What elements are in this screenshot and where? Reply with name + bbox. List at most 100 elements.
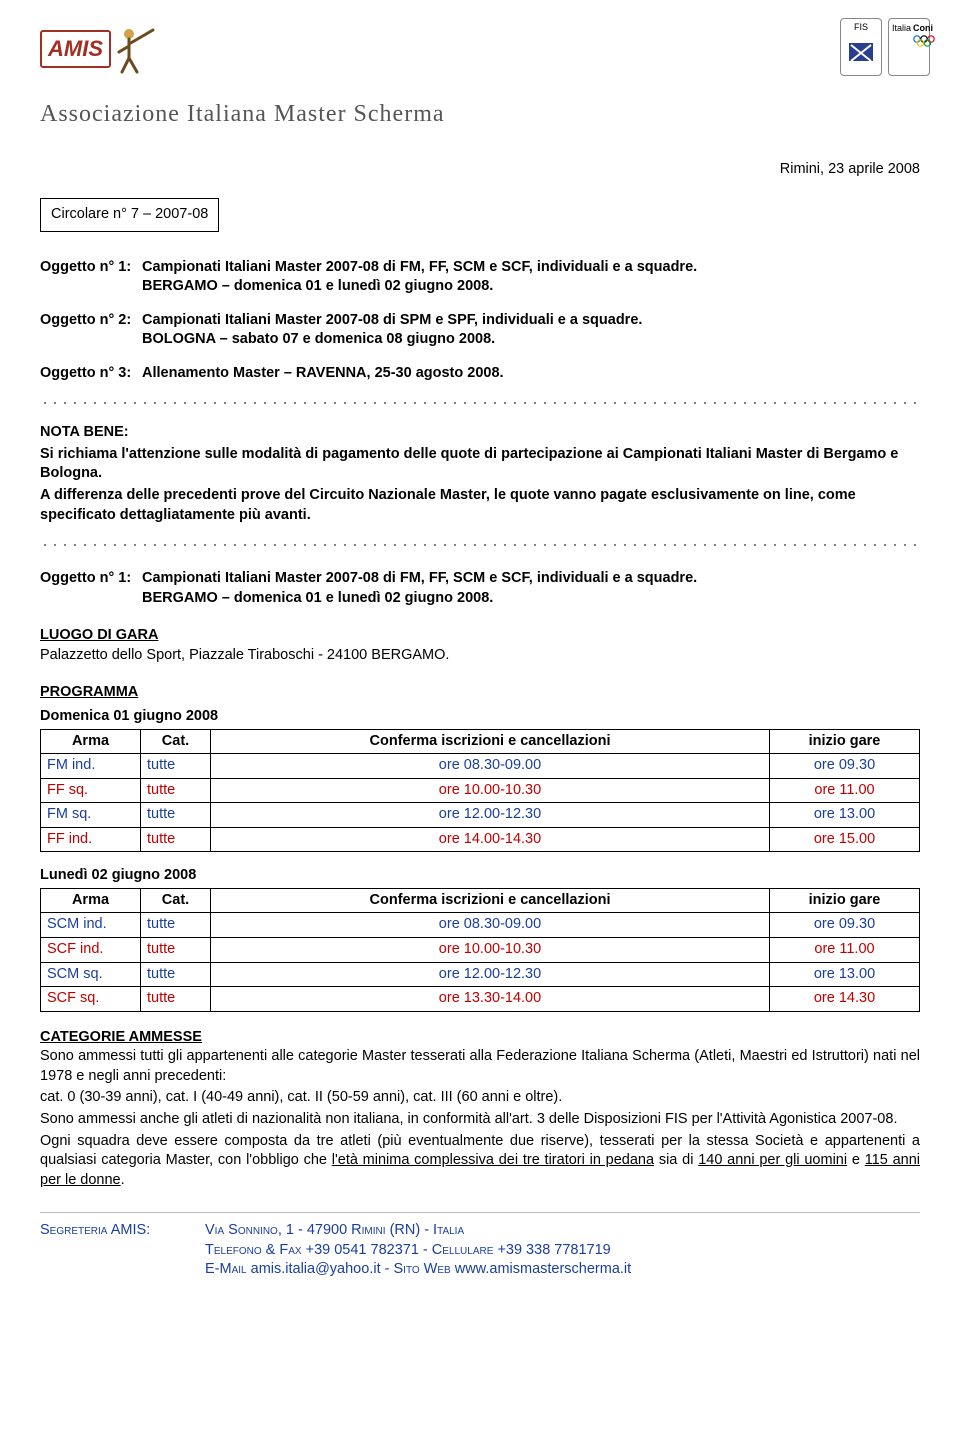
cat-p1: Sono ammessi tutti gli appartenenti alle… xyxy=(40,1047,920,1086)
schedule-cell: SCF ind. xyxy=(41,938,141,963)
th-conf: Conferma iscrizioni e cancellazioni xyxy=(211,888,770,913)
dotted-separator xyxy=(40,541,920,549)
luogo-text: Palazzetto dello Sport, Piazzale Tirabos… xyxy=(40,646,920,666)
schedule-cell: ore 09.30 xyxy=(770,913,920,938)
schedule-cell: ore 13.00 xyxy=(770,803,920,828)
th-inizio: inizio gare xyxy=(770,729,920,754)
schedule-row: SCF sq.tutteore 13.30-14.00ore 14.30 xyxy=(41,987,920,1012)
schedule-cell: SCF sq. xyxy=(41,987,141,1012)
schedule-cell: SCM sq. xyxy=(41,962,141,987)
schedule-cell: tutte xyxy=(141,754,211,779)
schedule-cell: ore 13.00 xyxy=(770,962,920,987)
th-conf: Conferma iscrizioni e cancellazioni xyxy=(211,729,770,754)
schedule-cell: ore 08.30-09.00 xyxy=(211,754,770,779)
th-inizio: inizio gare xyxy=(770,888,920,913)
oggetto-line1: Campionati Italiani Master 2007-08 di FM… xyxy=(142,570,697,586)
header: AMIS FIS Italia Coni xyxy=(40,18,920,80)
programma-title: PROGRAMMA xyxy=(40,683,920,703)
schedule-cell: ore 14.00-14.30 xyxy=(211,827,770,852)
th-cat: Cat. xyxy=(141,729,211,754)
oggetto-label: Oggetto n° 1: xyxy=(40,569,142,608)
luogo-title: LUOGO DI GARA xyxy=(40,626,920,646)
footer-l1: Via Sonnino, 1 - 47900 Rimini (RN) - Ita… xyxy=(205,1222,464,1238)
dotted-separator xyxy=(40,399,920,407)
oggetto-label: Oggetto n° 1: xyxy=(40,258,142,297)
oggetto-body: Campionati Italiani Master 2007-08 di SP… xyxy=(142,311,920,350)
footer-site-link[interactable]: www.amismasterscherma.it xyxy=(455,1261,631,1277)
oggetto-1-repeat: Oggetto n° 1: Campionati Italiani Master… xyxy=(40,569,920,608)
schedule-row: SCF ind.tutteore 10.00-10.30ore 11.00 xyxy=(41,938,920,963)
schedule-cell: tutte xyxy=(141,778,211,803)
cat-p3: Sono ammessi anche gli atleti di naziona… xyxy=(40,1110,920,1130)
nota-bene-head: NOTA BENE: xyxy=(40,423,920,443)
amis-logo-text: AMIS xyxy=(40,30,111,68)
cat-p2: cat. 0 (30-39 anni), cat. I (40-49 anni)… xyxy=(40,1088,920,1108)
schedule-row: FM ind.tutteore 08.30-09.00ore 09.30 xyxy=(41,754,920,779)
th-arma: Arma xyxy=(41,888,141,913)
federation-logos: FIS Italia Coni xyxy=(840,18,930,76)
logo-amis: AMIS xyxy=(40,18,210,80)
italia-label: Italia xyxy=(892,23,911,33)
oggetto-label: Oggetto n° 3: xyxy=(40,364,142,384)
fencer-icon xyxy=(115,24,155,74)
th-cat: Cat. xyxy=(141,888,211,913)
schedule-cell: FM sq. xyxy=(41,803,141,828)
nota-bene: NOTA BENE: Si richiama l'attenzione sull… xyxy=(40,423,920,525)
schedule-cell: SCM ind. xyxy=(41,913,141,938)
schedule-cell: tutte xyxy=(141,938,211,963)
schedule-cell: ore 14.30 xyxy=(770,987,920,1012)
schedule-cell: tutte xyxy=(141,827,211,852)
schedule-cell: FF ind. xyxy=(41,827,141,852)
nota-bene-p1: Si richiama l'attenzione sulle modalità … xyxy=(40,445,920,484)
oggetto-line2: BERGAMO – domenica 01 e lunedì 02 giugno… xyxy=(142,590,493,606)
th-arma: Arma xyxy=(41,729,141,754)
olympic-rings-icon xyxy=(913,34,935,48)
oggetto-label: Oggetto n° 2: xyxy=(40,311,142,350)
fis-badge: FIS xyxy=(840,18,882,76)
day2-title: Lunedì 02 giugno 2008 xyxy=(40,866,920,886)
schedule-table-day2: Arma Cat. Conferma iscrizioni e cancella… xyxy=(40,888,920,1012)
oggetto-body: Campionati Italiani Master 2007-08 di FM… xyxy=(142,258,920,297)
oggetto-block: Oggetto n° 3:Allenamento Master – RAVENN… xyxy=(40,364,920,384)
schedule-cell: ore 11.00 xyxy=(770,778,920,803)
schedule-cell: tutte xyxy=(141,803,211,828)
schedule-row: SCM ind.tutteore 08.30-09.00ore 09.30 xyxy=(41,913,920,938)
coni-badge: Italia Coni xyxy=(888,18,930,76)
schedule-cell: ore 12.00-12.30 xyxy=(211,803,770,828)
circolare-box: Circolare n° 7 – 2007-08 xyxy=(40,198,219,232)
schedule-cell: tutte xyxy=(141,987,211,1012)
oggetto-block: Oggetto n° 1:Campionati Italiani Master … xyxy=(40,258,920,297)
day1-title: Domenica 01 giugno 2008 xyxy=(40,707,920,727)
oggetto-body: Allenamento Master – RAVENNA, 25-30 agos… xyxy=(142,364,920,384)
coni-label: Coni xyxy=(913,23,933,33)
schedule-cell: tutte xyxy=(141,962,211,987)
schedule-row: FF sq.tutteore 10.00-10.30ore 11.00 xyxy=(41,778,920,803)
oggetto-block: Oggetto n° 2:Campionati Italiani Master … xyxy=(40,311,920,350)
footer-separator xyxy=(40,1212,920,1213)
cat-p4: Ogni squadra deve essere composta da tre… xyxy=(40,1132,920,1191)
footer-email-link[interactable]: amis.italia@yahoo.it xyxy=(251,1261,381,1277)
schedule-table-day1: Arma Cat. Conferma iscrizioni e cancella… xyxy=(40,729,920,853)
date-line: Rimini, 23 aprile 2008 xyxy=(40,160,920,180)
footer-label: Segreteria AMIS: xyxy=(40,1221,205,1280)
schedule-row: FM sq.tutteore 12.00-12.30ore 13.00 xyxy=(41,803,920,828)
schedule-cell: ore 08.30-09.00 xyxy=(211,913,770,938)
schedule-cell: ore 12.00-12.30 xyxy=(211,962,770,987)
nota-bene-p2: A differenza delle precedenti prove del … xyxy=(40,486,920,525)
schedule-row: FF ind.tutteore 14.00-14.30ore 15.00 xyxy=(41,827,920,852)
categorie-title: CATEGORIE AMMESSE xyxy=(40,1028,920,1048)
schedule-cell: FF sq. xyxy=(41,778,141,803)
schedule-cell: ore 15.00 xyxy=(770,827,920,852)
schedule-row: SCM sq.tutteore 12.00-12.30ore 13.00 xyxy=(41,962,920,987)
schedule-cell: ore 13.30-14.00 xyxy=(211,987,770,1012)
schedule-cell: ore 09.30 xyxy=(770,754,920,779)
schedule-cell: ore 10.00-10.30 xyxy=(211,938,770,963)
schedule-cell: ore 11.00 xyxy=(770,938,920,963)
association-title: Associazione Italiana Master Scherma xyxy=(40,98,920,130)
schedule-cell: ore 10.00-10.30 xyxy=(211,778,770,803)
schedule-cell: tutte xyxy=(141,913,211,938)
fis-label: FIS xyxy=(854,21,868,33)
footer: Segreteria AMIS: Via Sonnino, 1 - 47900 … xyxy=(40,1221,920,1280)
categorie-body: Sono ammessi tutti gli appartenenti alle… xyxy=(40,1047,920,1190)
schedule-cell: FM ind. xyxy=(41,754,141,779)
